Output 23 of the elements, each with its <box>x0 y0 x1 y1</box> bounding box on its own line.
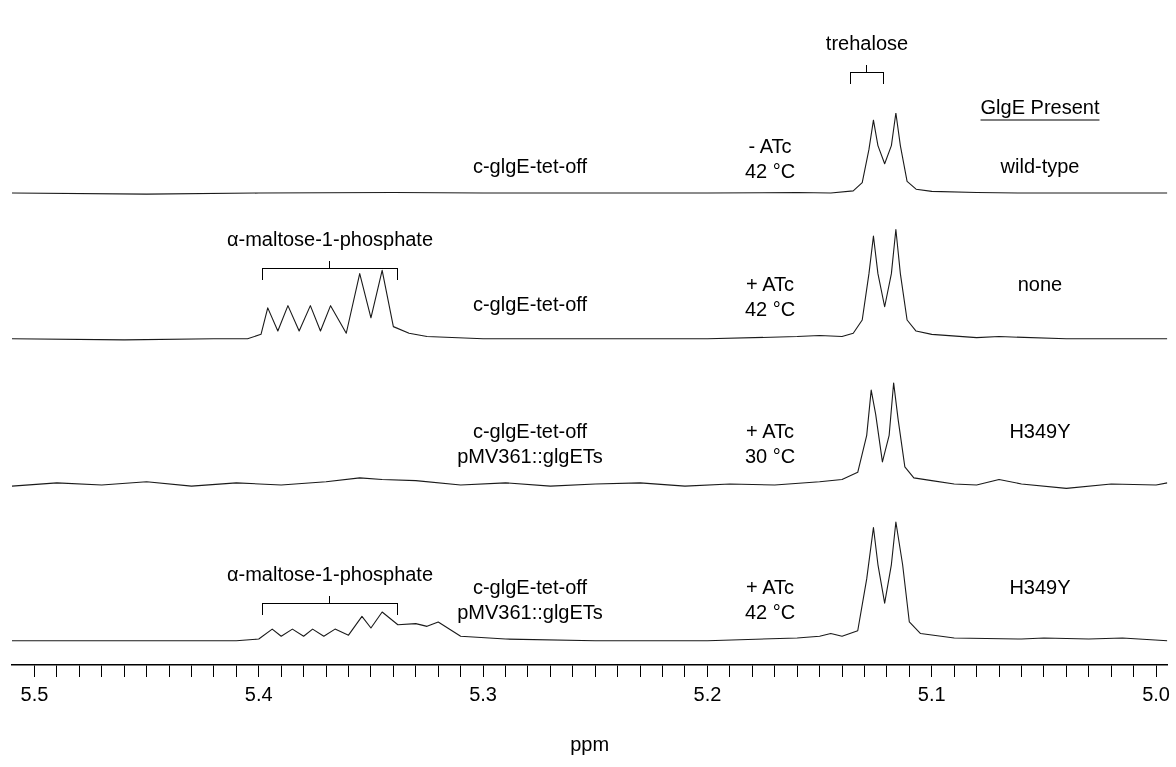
x-tick-label: 5.1 <box>917 682 946 705</box>
text: trehalose <box>825 31 909 54</box>
annotation: c-glgE-tet-off <box>472 154 588 177</box>
annotation: c-glgE-tet-off <box>472 292 588 315</box>
x-tick-label: 5.3 <box>469 682 498 705</box>
annotation: c-glgE-tet-off pMV361::glgETs <box>457 419 603 467</box>
annotation: + ATc 42 °C <box>744 575 796 623</box>
annotation: α-maltose-1-phosphate <box>226 562 434 585</box>
annotation: H349Y <box>1009 419 1071 442</box>
x-tick-label: 5.5 <box>20 682 49 705</box>
x-tick-label: 5.4 <box>244 682 273 705</box>
annotation: + ATc 42 °C <box>744 272 796 320</box>
annotation: α-maltose-1-phosphate <box>226 227 434 250</box>
annotation: - ATc 42 °C <box>744 134 796 182</box>
annotation: wild-type <box>999 154 1080 177</box>
annotation: + ATc 30 °C <box>744 419 796 467</box>
x-tick-label: 5.2 <box>693 682 722 705</box>
x-axis-title: ppm <box>570 732 610 755</box>
x-tick-label: 5.0 <box>1142 682 1170 705</box>
annotation: H349Y <box>1009 575 1071 598</box>
annotation: c-glgE-tet-off pMV361::glgETs <box>457 575 603 623</box>
annotation: GlgE Present <box>980 95 1100 118</box>
annotation: none <box>1017 272 1063 295</box>
